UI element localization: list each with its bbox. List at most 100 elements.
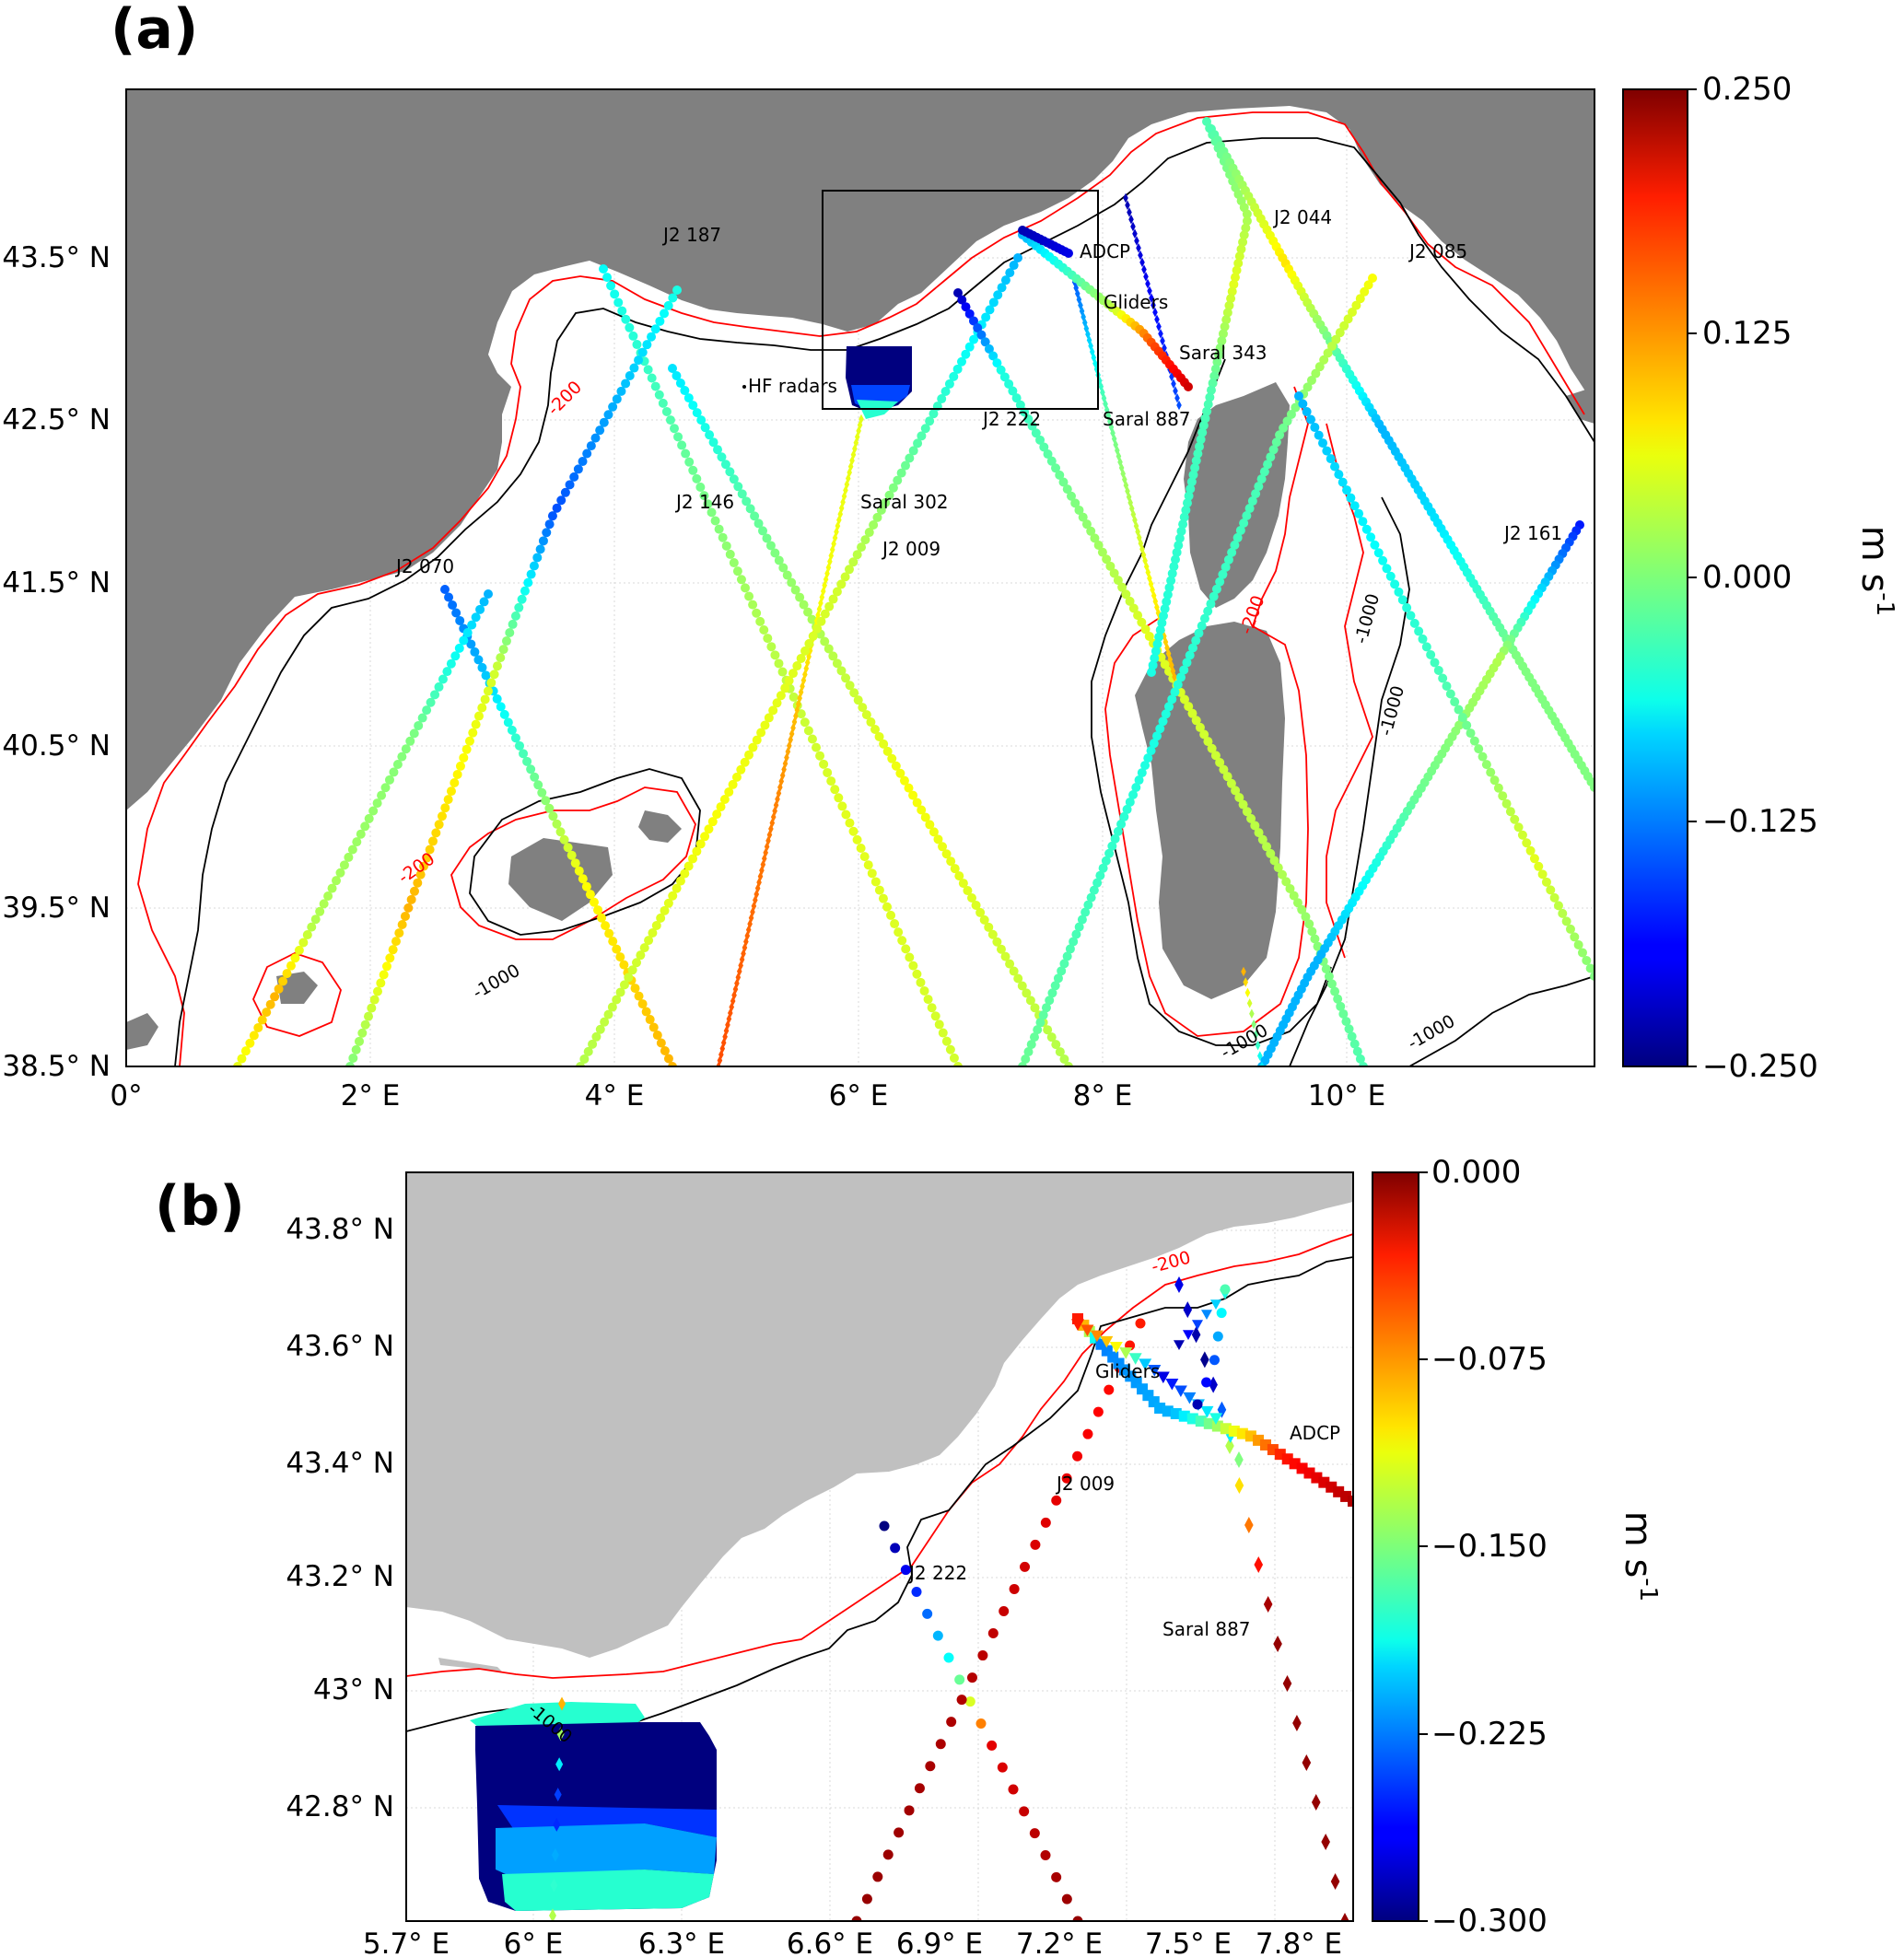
track-marker <box>1553 901 1563 911</box>
label-j2-009-b: J2 009 <box>1055 1473 1115 1495</box>
track-marker <box>237 1054 247 1064</box>
track-marker <box>1194 441 1204 451</box>
track-marker <box>1251 1019 1256 1030</box>
track-marker <box>1086 526 1096 536</box>
track-marker <box>548 811 558 821</box>
track-marker <box>274 984 284 994</box>
track-marker <box>356 829 366 839</box>
track-marker <box>339 860 349 870</box>
track-marker <box>899 775 909 786</box>
track-marker <box>1140 624 1151 635</box>
track-marker <box>1158 716 1168 727</box>
track-marker <box>372 798 382 809</box>
track-marker <box>1347 307 1357 317</box>
track-marker <box>1390 579 1400 589</box>
track-marker <box>977 1650 988 1661</box>
track-marker <box>1433 665 1443 675</box>
track-marker <box>1215 577 1225 587</box>
track-marker <box>368 806 379 816</box>
track-marker <box>556 1727 565 1741</box>
track-marker <box>1083 900 1093 910</box>
track-marker <box>434 681 444 692</box>
track-marker <box>1062 951 1072 961</box>
lat-tick: 38.5° N <box>2 1050 111 1083</box>
track-marker <box>1035 435 1045 445</box>
track-marker <box>486 678 496 688</box>
track-marker <box>1027 421 1037 431</box>
track-marker <box>1378 555 1388 565</box>
track-marker <box>1212 1331 1223 1342</box>
track-marker <box>1020 1561 1031 1572</box>
track-marker <box>1174 541 1184 551</box>
track-marker <box>716 1061 721 1066</box>
track-marker <box>1256 1051 1263 1061</box>
track-marker <box>582 448 592 459</box>
track-marker <box>1257 834 1267 845</box>
track-marker <box>824 644 834 654</box>
track-marker <box>1208 379 1218 389</box>
track-marker <box>1110 833 1120 844</box>
track-marker <box>985 305 995 315</box>
track-marker <box>1266 452 1276 462</box>
track-marker <box>1198 420 1209 430</box>
track-marker <box>1324 972 1334 982</box>
track-marker <box>1201 1310 1212 1320</box>
track-marker <box>1298 399 1308 409</box>
track-marker <box>812 623 823 634</box>
track-marker <box>1570 932 1580 942</box>
track-marker <box>440 803 450 813</box>
track-marker <box>1239 518 1249 528</box>
track-marker <box>1244 987 1251 998</box>
track-marker <box>617 306 627 316</box>
track-marker <box>741 583 750 593</box>
track-marker <box>1577 948 1587 958</box>
track-marker <box>555 827 566 837</box>
track-marker <box>1185 650 1195 660</box>
track-marker <box>954 1674 965 1685</box>
track-marker <box>1008 386 1018 396</box>
track-marker <box>1121 589 1131 600</box>
track-marker <box>1145 278 1151 289</box>
track-marker <box>473 711 484 721</box>
track-marker <box>1197 427 1208 437</box>
track-marker <box>876 505 886 515</box>
track-marker <box>1263 460 1273 470</box>
track-marker <box>1160 335 1165 346</box>
track-marker <box>583 1046 593 1056</box>
track-marker <box>721 541 731 551</box>
track-marker <box>1478 751 1488 762</box>
track-marker <box>920 424 930 434</box>
track-marker <box>1089 885 1099 895</box>
label-saral-343: Saral 343 <box>1179 342 1267 364</box>
track-marker <box>984 922 994 932</box>
track-marker <box>619 980 629 990</box>
panel-a-label: (a) <box>111 0 198 62</box>
track-marker <box>912 969 922 979</box>
track-marker <box>852 443 858 454</box>
track-marker <box>452 769 462 779</box>
track-marker <box>477 662 487 672</box>
track-marker <box>993 290 1003 300</box>
track-marker <box>1368 274 1377 283</box>
track-marker <box>1230 540 1240 550</box>
track-marker <box>585 890 595 900</box>
track-marker <box>1136 243 1141 253</box>
track-marker <box>872 512 882 522</box>
track-marker <box>1306 375 1316 385</box>
track-marker <box>409 728 419 739</box>
track-marker <box>1174 533 1185 543</box>
track-marker <box>1421 642 1431 652</box>
lat-axis-b: 43.8° N 43.6° N 43.4° N 43.2° N 43° N 42… <box>286 1213 394 1823</box>
track-marker <box>1210 751 1221 761</box>
track-marker <box>1191 716 1201 726</box>
track-marker <box>610 289 620 299</box>
track-marker <box>1285 883 1295 893</box>
track-marker <box>1051 463 1061 473</box>
track-marker <box>642 340 652 350</box>
track-marker <box>874 731 884 741</box>
track-marker <box>1409 618 1419 628</box>
track-marker <box>668 364 677 373</box>
track-marker <box>599 264 608 274</box>
lon-axis-a: 0° 2° E 4° E 6° E 8° E 10° E <box>110 1079 1385 1112</box>
track-marker <box>1279 423 1289 433</box>
